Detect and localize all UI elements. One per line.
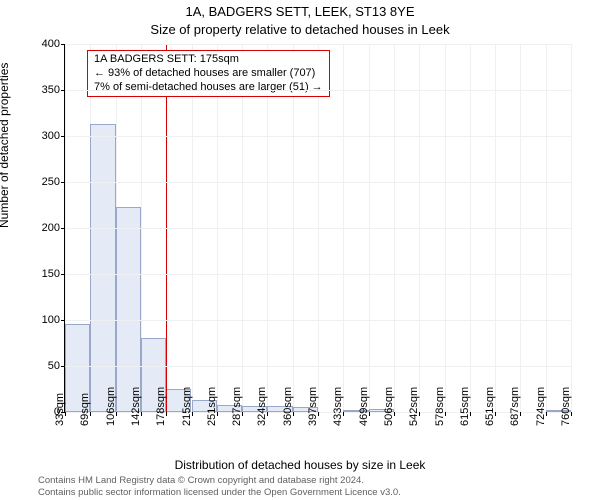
y-axis-label: Number of detached properties (0, 63, 11, 228)
y-tick-mark (61, 44, 65, 45)
y-tick-mark (61, 274, 65, 275)
y-tick-label: 250 (28, 176, 60, 188)
footer-line: Contains public sector information licen… (38, 487, 401, 498)
annotation-line: 7% of semi-detached houses are larger (5… (94, 81, 323, 95)
annotation-line: ← 93% of detached houses are smaller (70… (94, 67, 323, 81)
footer-line: Contains HM Land Registry data © Crown c… (38, 475, 401, 486)
y-tick-label: 350 (28, 84, 60, 96)
chart-plot-area: 1A BADGERS SETT: 175sqm ← 93% of detache… (64, 44, 571, 413)
y-tick-mark (61, 90, 65, 91)
annotation-line: 1A BADGERS SETT: 175sqm (94, 53, 323, 67)
gridline-horizontal (65, 366, 571, 367)
y-tick-label: 100 (28, 314, 60, 326)
gridline-horizontal (65, 228, 571, 229)
y-tick-mark (61, 366, 65, 367)
chart-title-main: 1A, BADGERS SETT, LEEK, ST13 8YE (0, 4, 600, 19)
y-tick-mark (61, 320, 65, 321)
y-tick-label: 50 (28, 360, 60, 372)
x-axis-label: Distribution of detached houses by size … (0, 458, 600, 472)
y-tick-mark (61, 182, 65, 183)
chart-title-sub: Size of property relative to detached ho… (0, 22, 600, 37)
gridline-horizontal (65, 44, 571, 45)
gridline-vertical (571, 44, 572, 412)
gridline-horizontal (65, 182, 571, 183)
gridline-horizontal (65, 136, 571, 137)
histogram-bar (116, 207, 141, 412)
y-tick-label: 150 (28, 268, 60, 280)
y-tick-label: 300 (28, 130, 60, 142)
y-tick-mark (61, 136, 65, 137)
y-tick-label: 400 (28, 38, 60, 50)
y-tick-mark (61, 228, 65, 229)
gridline-horizontal (65, 274, 571, 275)
gridline-horizontal (65, 90, 571, 91)
gridline-horizontal (65, 320, 571, 321)
y-tick-label: 200 (28, 222, 60, 234)
footer-attribution: Contains HM Land Registry data © Crown c… (38, 475, 401, 498)
histogram-bar (90, 124, 115, 412)
